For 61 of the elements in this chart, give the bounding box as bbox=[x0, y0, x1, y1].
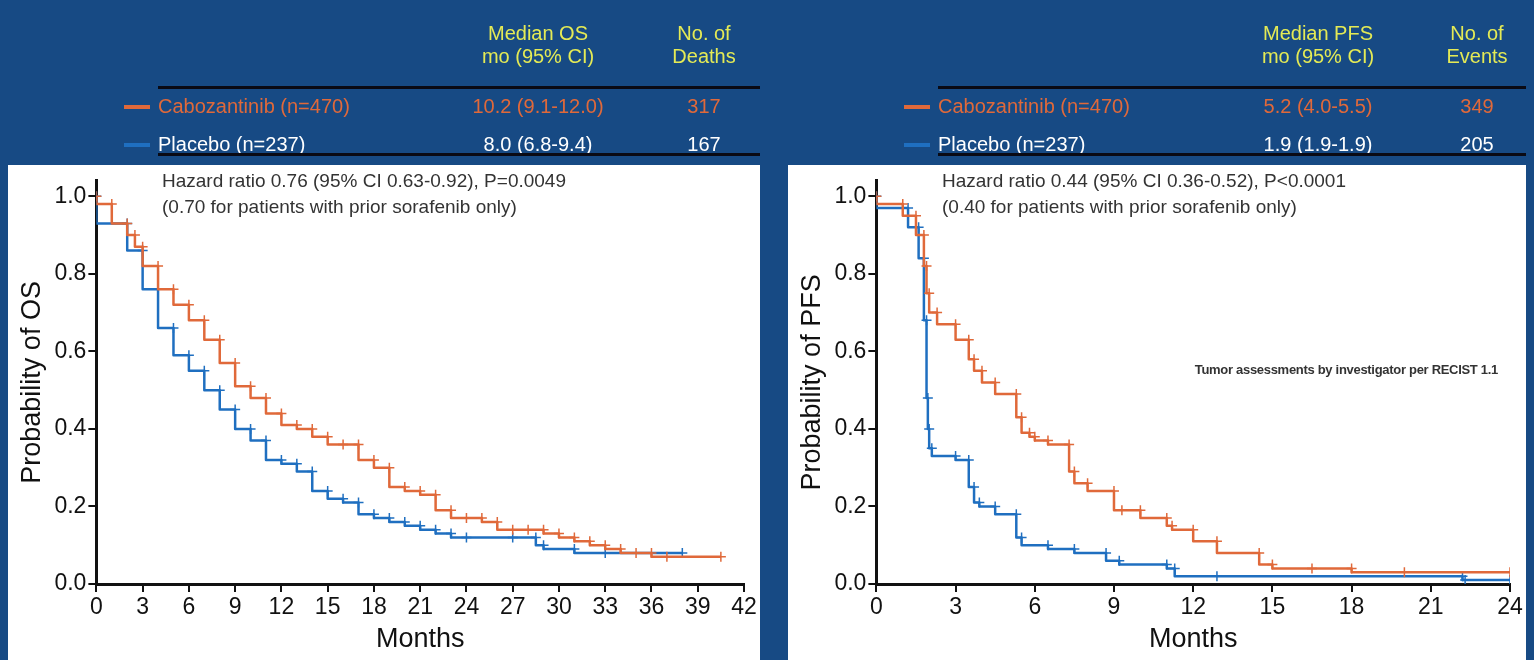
text: 167 bbox=[686, 133, 722, 156]
x-tick-label: 3 bbox=[136, 593, 150, 620]
y-tick-label: 0.4 bbox=[54, 414, 87, 441]
y-axis-title: Probability of OS bbox=[15, 281, 46, 484]
y-tick-label: 0.2 bbox=[834, 491, 867, 518]
y-tick-label: 1.0 bbox=[834, 181, 867, 208]
x-tick-label: 0 bbox=[869, 593, 883, 620]
x-tick-label: 39 bbox=[684, 593, 711, 620]
x-tick-label: 27 bbox=[499, 593, 526, 620]
x-tick-label: 33 bbox=[592, 593, 619, 620]
x-tick-label: 42 bbox=[731, 593, 757, 620]
x-tick-label: 9 bbox=[228, 593, 242, 620]
text: 5.2 (4.0-5.5) bbox=[1262, 95, 1374, 118]
text: 10.2 (9.1-12.0) bbox=[471, 95, 605, 118]
y-tick-label: 0.8 bbox=[834, 259, 867, 286]
x-tick-label: 18 bbox=[1338, 593, 1365, 620]
x-tick-label: 24 bbox=[453, 593, 480, 620]
annotation: Tumor assessments by investigator per RECIST 1.1 bbox=[1194, 362, 1498, 377]
x-tick-label: 0 bbox=[89, 593, 103, 620]
text: 1.9 (1.9-1.9) bbox=[1262, 133, 1374, 156]
annotation: Hazard ratio 0.44 (95% CI 0.36-0.52), P<0.0001 bbox=[942, 170, 1346, 192]
text: 8.0 (6.8-9.4) bbox=[482, 133, 594, 156]
text: Median PFS mo (95% CI) bbox=[1260, 22, 1376, 68]
legend-label: Cabozantinib (n=470) bbox=[938, 95, 1131, 118]
y-tick-label: 0.4 bbox=[834, 414, 867, 441]
x-tick-label: 3 bbox=[949, 593, 962, 620]
x-tick-label: 6 bbox=[182, 593, 196, 620]
x-tick-label: 21 bbox=[407, 593, 433, 620]
y-tick-label: 0.6 bbox=[834, 336, 867, 363]
text: No. of Deaths bbox=[671, 22, 737, 68]
y-tick-label: 0.2 bbox=[54, 491, 87, 518]
y-tick-label: 0.6 bbox=[54, 336, 87, 363]
legend-label: Cabozantinib (n=470) bbox=[158, 95, 351, 118]
x-tick-label: 12 bbox=[268, 593, 295, 620]
y-tick-label: 0.0 bbox=[834, 569, 867, 596]
x-tick-label: 24 bbox=[1497, 593, 1523, 620]
x-tick-label: 30 bbox=[546, 593, 572, 620]
text: 205 bbox=[1459, 133, 1495, 156]
x-axis-title: Months bbox=[1148, 623, 1238, 654]
x-tick-label: 21 bbox=[1418, 593, 1444, 620]
annotation: Hazard ratio 0.76 (95% CI 0.63-0.92), P=0.0049 bbox=[162, 170, 566, 192]
legend-label: Placebo (n=237) bbox=[158, 133, 307, 156]
x-tick-label: 18 bbox=[361, 593, 387, 620]
annotation: (0.70 for patients with prior sorafenib only) bbox=[162, 196, 517, 218]
text: Median OS mo (95% CI) bbox=[480, 22, 596, 68]
x-axis-title: Months bbox=[375, 623, 465, 654]
x-tick-label: 6 bbox=[1028, 593, 1042, 620]
text: 349 bbox=[1459, 95, 1495, 118]
y-tick-label: 1.0 bbox=[54, 181, 87, 208]
x-tick-label: 15 bbox=[314, 593, 341, 620]
x-tick-label: 15 bbox=[1259, 593, 1286, 620]
y-tick-label: 0.0 bbox=[54, 569, 87, 596]
text: No. of Events bbox=[1445, 22, 1509, 68]
x-tick-label: 9 bbox=[1107, 593, 1121, 620]
x-tick-label: 12 bbox=[1180, 593, 1206, 620]
annotation: (0.40 for patients with prior sorafenib only) bbox=[942, 196, 1297, 218]
legend-label: Placebo (n=237) bbox=[938, 133, 1087, 156]
text: 317 bbox=[686, 95, 722, 118]
y-tick-label: 0.8 bbox=[54, 259, 87, 286]
x-tick-label: 36 bbox=[638, 593, 665, 620]
y-axis-title: Probability of PFS bbox=[795, 274, 826, 491]
